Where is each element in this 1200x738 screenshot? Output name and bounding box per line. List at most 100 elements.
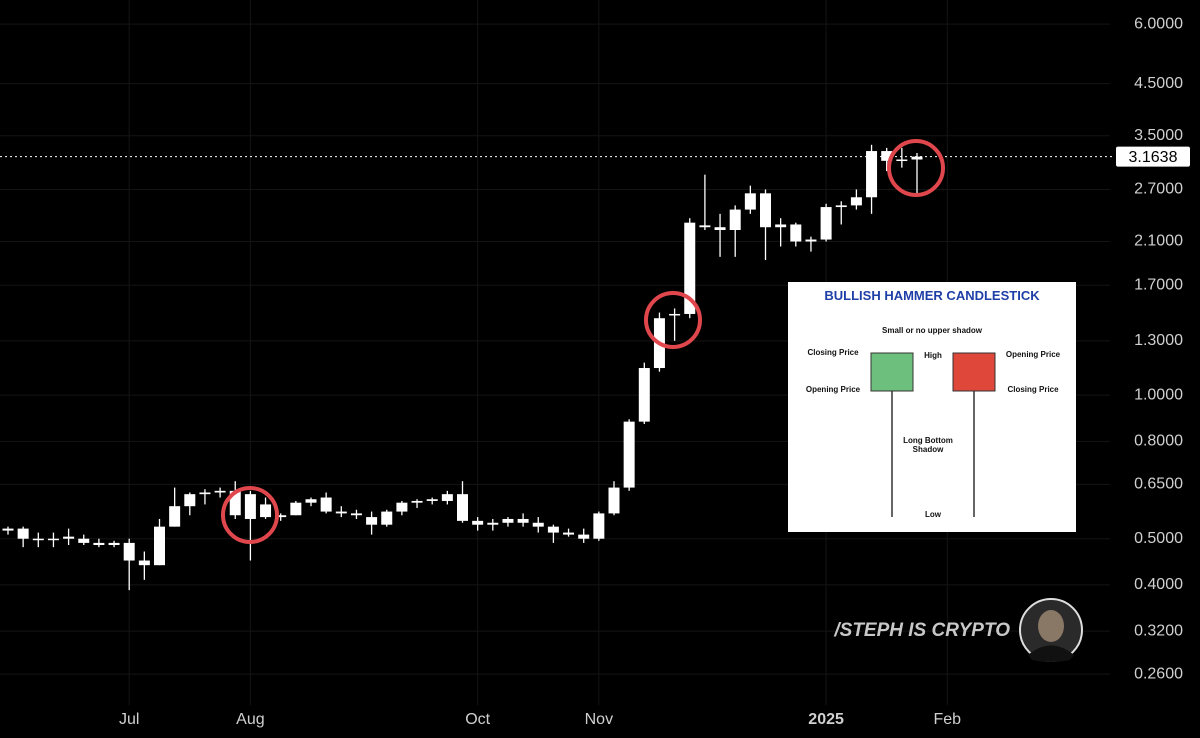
candle-body <box>850 197 862 206</box>
y-tick-label: 1.0000 <box>1134 386 1183 403</box>
candle-body <box>154 526 165 566</box>
candle-body <box>669 313 681 316</box>
candle-body <box>517 518 529 523</box>
last-price-tag <box>1116 146 1190 167</box>
candle-body <box>866 151 878 198</box>
candle-body <box>381 511 393 525</box>
candle-body <box>411 500 423 503</box>
candle-body <box>441 494 453 501</box>
candle-body <box>184 494 196 507</box>
inset-label: Closing Price <box>1007 385 1059 394</box>
x-tick-label: Nov <box>585 711 613 728</box>
y-tick-label: 1.7000 <box>1134 276 1183 293</box>
candle-body <box>275 515 287 518</box>
inset-note: Small or no upper shadow <box>882 326 983 335</box>
inset-label: High <box>924 351 942 360</box>
inset-graphic <box>870 352 996 517</box>
x-tick-label: Aug <box>236 711 264 728</box>
highlight-circle <box>887 139 945 197</box>
candle-body <box>896 159 908 162</box>
candle-body <box>305 499 317 503</box>
y-tick-label: 0.3200 <box>1134 622 1183 639</box>
candle-body <box>623 421 635 488</box>
y-tick-label: 0.8000 <box>1134 433 1183 450</box>
candle-body <box>502 518 514 523</box>
candle-body <box>169 506 181 527</box>
avatar-body <box>1028 645 1074 662</box>
candle-body <box>320 497 332 512</box>
last-price-label: 3.1638 <box>1129 149 1178 166</box>
candle-body <box>335 511 347 514</box>
x-tick-label: Oct <box>465 711 490 728</box>
candle-body <box>729 209 741 230</box>
candle-body <box>93 542 105 546</box>
candle-body <box>199 492 211 495</box>
candle-body <box>760 193 771 228</box>
highlight-circle <box>644 291 702 349</box>
inset-label: Opening Price <box>1005 350 1061 359</box>
bear-body <box>952 352 996 392</box>
x-tick-label: Feb <box>934 711 962 728</box>
candle-body <box>260 504 272 518</box>
watermark: /STEPH IS CRYPTO <box>833 620 1010 641</box>
candle-body <box>699 225 711 228</box>
candle-body <box>790 224 802 242</box>
candle-body <box>63 536 75 539</box>
hammer-inset: BULLISH HAMMER CANDLESTICK Small or no u… <box>788 282 1076 532</box>
inset-label: Opening Price <box>805 385 861 394</box>
y-tick-label: 3.5000 <box>1134 127 1183 144</box>
candle-body <box>366 517 378 525</box>
candle-body <box>78 538 90 543</box>
avatar-face <box>1038 610 1064 642</box>
candle-body <box>563 532 575 535</box>
candle-body <box>684 222 696 314</box>
candle-body <box>17 528 29 539</box>
x-tick-label: 2025 <box>808 711 844 728</box>
candle-body <box>214 490 226 493</box>
inset-label: Low <box>925 510 941 519</box>
y-tick-label: 0.6500 <box>1134 476 1183 493</box>
candle-body <box>820 207 832 240</box>
y-tick-label: 4.5000 <box>1134 75 1183 92</box>
candle-body <box>138 560 150 566</box>
candle-body <box>396 502 408 512</box>
candle-body <box>881 151 893 161</box>
candle-body <box>835 205 847 208</box>
candle-body <box>608 487 620 514</box>
y-tick-label: 2.7000 <box>1134 181 1183 198</box>
candle-body <box>426 499 438 501</box>
candle-body <box>547 526 559 533</box>
y-tick-label: 2.1000 <box>1134 233 1183 250</box>
candle-body <box>290 502 302 516</box>
y-tick-label: 0.5000 <box>1134 530 1183 547</box>
y-tick-label: 1.3000 <box>1134 332 1183 349</box>
candle-body <box>2 528 14 531</box>
candle-body <box>229 490 241 516</box>
y-tick-label: 6.0000 <box>1134 15 1183 32</box>
inset-label: Long Bottom Shadow <box>903 436 953 454</box>
inset-label: Closing Price <box>807 348 859 357</box>
candle-body <box>487 522 499 525</box>
candle-body <box>578 534 590 539</box>
candle-body <box>714 227 726 230</box>
candle-body <box>457 494 468 521</box>
candle-body <box>593 513 605 539</box>
candle-body <box>532 522 544 527</box>
candle-body <box>911 156 923 160</box>
candle-body <box>805 239 817 242</box>
y-tick-label: 0.4000 <box>1134 576 1183 593</box>
candle-body <box>638 368 650 422</box>
inset-title: BULLISH HAMMER CANDLESTICK <box>824 288 1040 303</box>
x-tick-label: Jul <box>119 711 139 728</box>
candle-body <box>123 542 135 561</box>
candle-body <box>108 542 120 546</box>
candle-body <box>32 538 44 541</box>
candle-body <box>775 224 787 228</box>
candle-body <box>350 513 362 516</box>
candle-body <box>244 494 256 519</box>
candle-body <box>472 520 484 525</box>
y-tick-label: 0.2600 <box>1134 665 1183 682</box>
candle-body <box>47 538 59 541</box>
